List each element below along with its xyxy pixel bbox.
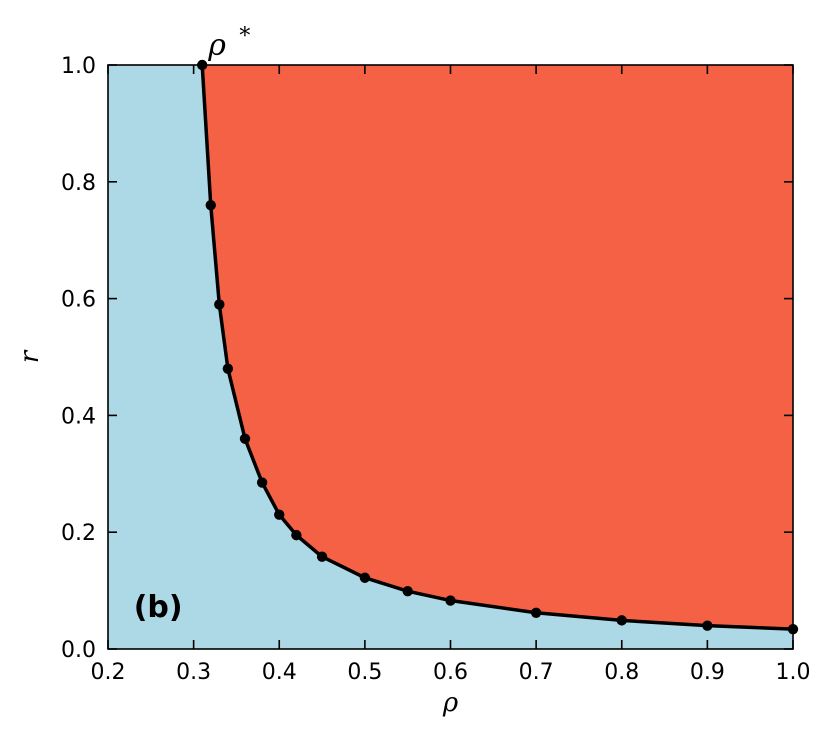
data-point <box>702 620 713 631</box>
data-point <box>291 529 302 541</box>
data-point <box>402 585 413 597</box>
data-point <box>359 572 371 583</box>
x-tick-label: 0.8 <box>604 660 639 685</box>
y-axis-ticks: 0.0 0.2 0.4 0.6 0.8 1.0 <box>61 54 793 663</box>
data-point <box>445 595 456 606</box>
data-point <box>316 551 328 562</box>
x-tick-label: 0.5 <box>347 660 382 685</box>
x-axis-label: ρ <box>442 688 459 718</box>
x-tick-label: 0.9 <box>690 660 725 685</box>
x-tick-label: 0.4 <box>262 660 297 685</box>
y-tick-label: 0.4 <box>61 404 96 429</box>
above-curve-region <box>202 65 793 630</box>
y-tick-label: 0.0 <box>61 638 96 663</box>
x-tick-label: 0.2 <box>91 660 126 685</box>
y-tick-label: 0.6 <box>61 288 96 313</box>
plot-area <box>108 59 799 649</box>
x-tick-label: 0.7 <box>519 660 554 685</box>
panel-label: (b) <box>134 590 183 625</box>
data-point <box>222 363 234 374</box>
y-tick-label: 1.0 <box>61 54 96 79</box>
rho-star-annotation: ρ * <box>207 24 250 63</box>
series-points <box>196 59 799 635</box>
x-tick-label: 0.6 <box>433 660 468 685</box>
series-line <box>200 64 794 631</box>
x-axis-ticks: 0.2 0.3 0.4 0.5 0.6 0.7 0.8 0.9 1.0 <box>91 65 811 685</box>
rho-star-sup: * <box>239 24 250 49</box>
y-tick-label: 0.8 <box>61 171 96 196</box>
data-point <box>616 615 627 626</box>
data-point <box>214 299 225 310</box>
x-tick-label: 1.0 <box>776 660 811 685</box>
data-point <box>274 509 285 520</box>
data-point <box>205 199 216 211</box>
data-point <box>239 433 251 444</box>
y-tick-label: 0.2 <box>61 521 96 546</box>
data-point <box>530 607 542 618</box>
rho-star-base: ρ <box>207 28 226 63</box>
y-axis-label: r <box>15 349 45 363</box>
data-point <box>256 477 268 488</box>
x-tick-label: 0.3 <box>176 660 211 685</box>
